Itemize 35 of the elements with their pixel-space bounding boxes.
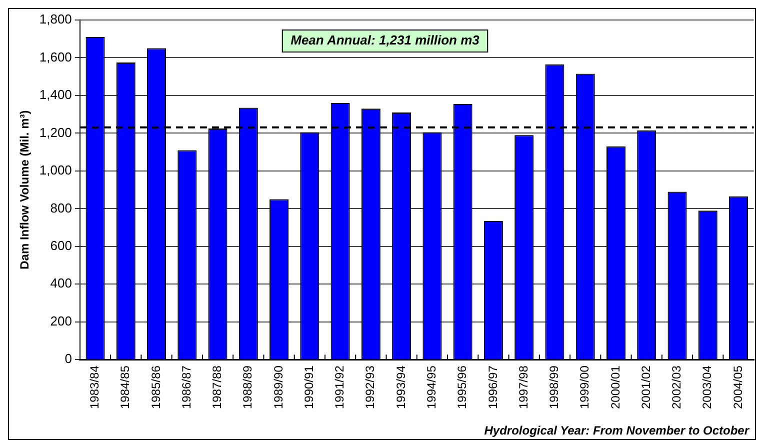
x-tick-label: 1995/96 (455, 365, 470, 410)
y-tick-label: 1,400 (39, 87, 72, 102)
x-tick-label: 1998/99 (547, 365, 562, 410)
x-tick-label: 2001/02 (638, 365, 653, 410)
x-tick-label: 2004/05 (730, 365, 745, 410)
x-tick-label: 1991/92 (332, 365, 347, 410)
y-tick-label: 200 (50, 313, 72, 328)
y-tick-label: 1,600 (39, 49, 72, 64)
x-tick-label: 1990/91 (302, 365, 316, 410)
x-tick-label: 1997/98 (516, 365, 530, 410)
y-tick-label: 400 (50, 276, 72, 291)
y-tick-label: 600 (50, 238, 72, 253)
x-tick-label: 2000/01 (608, 365, 622, 410)
y-tick-label: 1,800 (39, 12, 72, 27)
y-tick-label: 1,200 (39, 124, 72, 140)
x-tick-label: 2003/04 (700, 365, 714, 410)
y-tick-label: 800 (50, 200, 72, 216)
x-tick-label: 2002/03 (670, 365, 684, 410)
x-tick-label: 1986/87 (179, 365, 194, 410)
x-tick-label: 1992/93 (363, 365, 378, 410)
x-tick-label: 1988/89 (240, 365, 255, 410)
text: Hydrological Year: From November to October (484, 423, 750, 438)
x-tick-label: 1993/94 (394, 365, 408, 410)
x-tick-label: 1983/84 (88, 365, 102, 410)
x-tick-label: 1989/90 (271, 365, 286, 410)
x-tick-label: 1984/85 (118, 365, 132, 410)
x-tick-label: 1987/88 (210, 365, 224, 410)
x-tick-label: 1999/00 (578, 365, 592, 410)
x-tick-label: 1996/97 (486, 365, 500, 410)
y-tick-label: 1,000 (39, 162, 72, 178)
x-tick-label: 1994/95 (424, 365, 439, 410)
y-tick-label: 0 (64, 351, 72, 366)
y-axis-title: Dam Inflow Volume (Mil. m³) (18, 110, 32, 270)
x-tick-label: 1985/86 (148, 365, 163, 410)
ref-line-label: Mean Annual: 1,231 million m3 (290, 32, 480, 48)
